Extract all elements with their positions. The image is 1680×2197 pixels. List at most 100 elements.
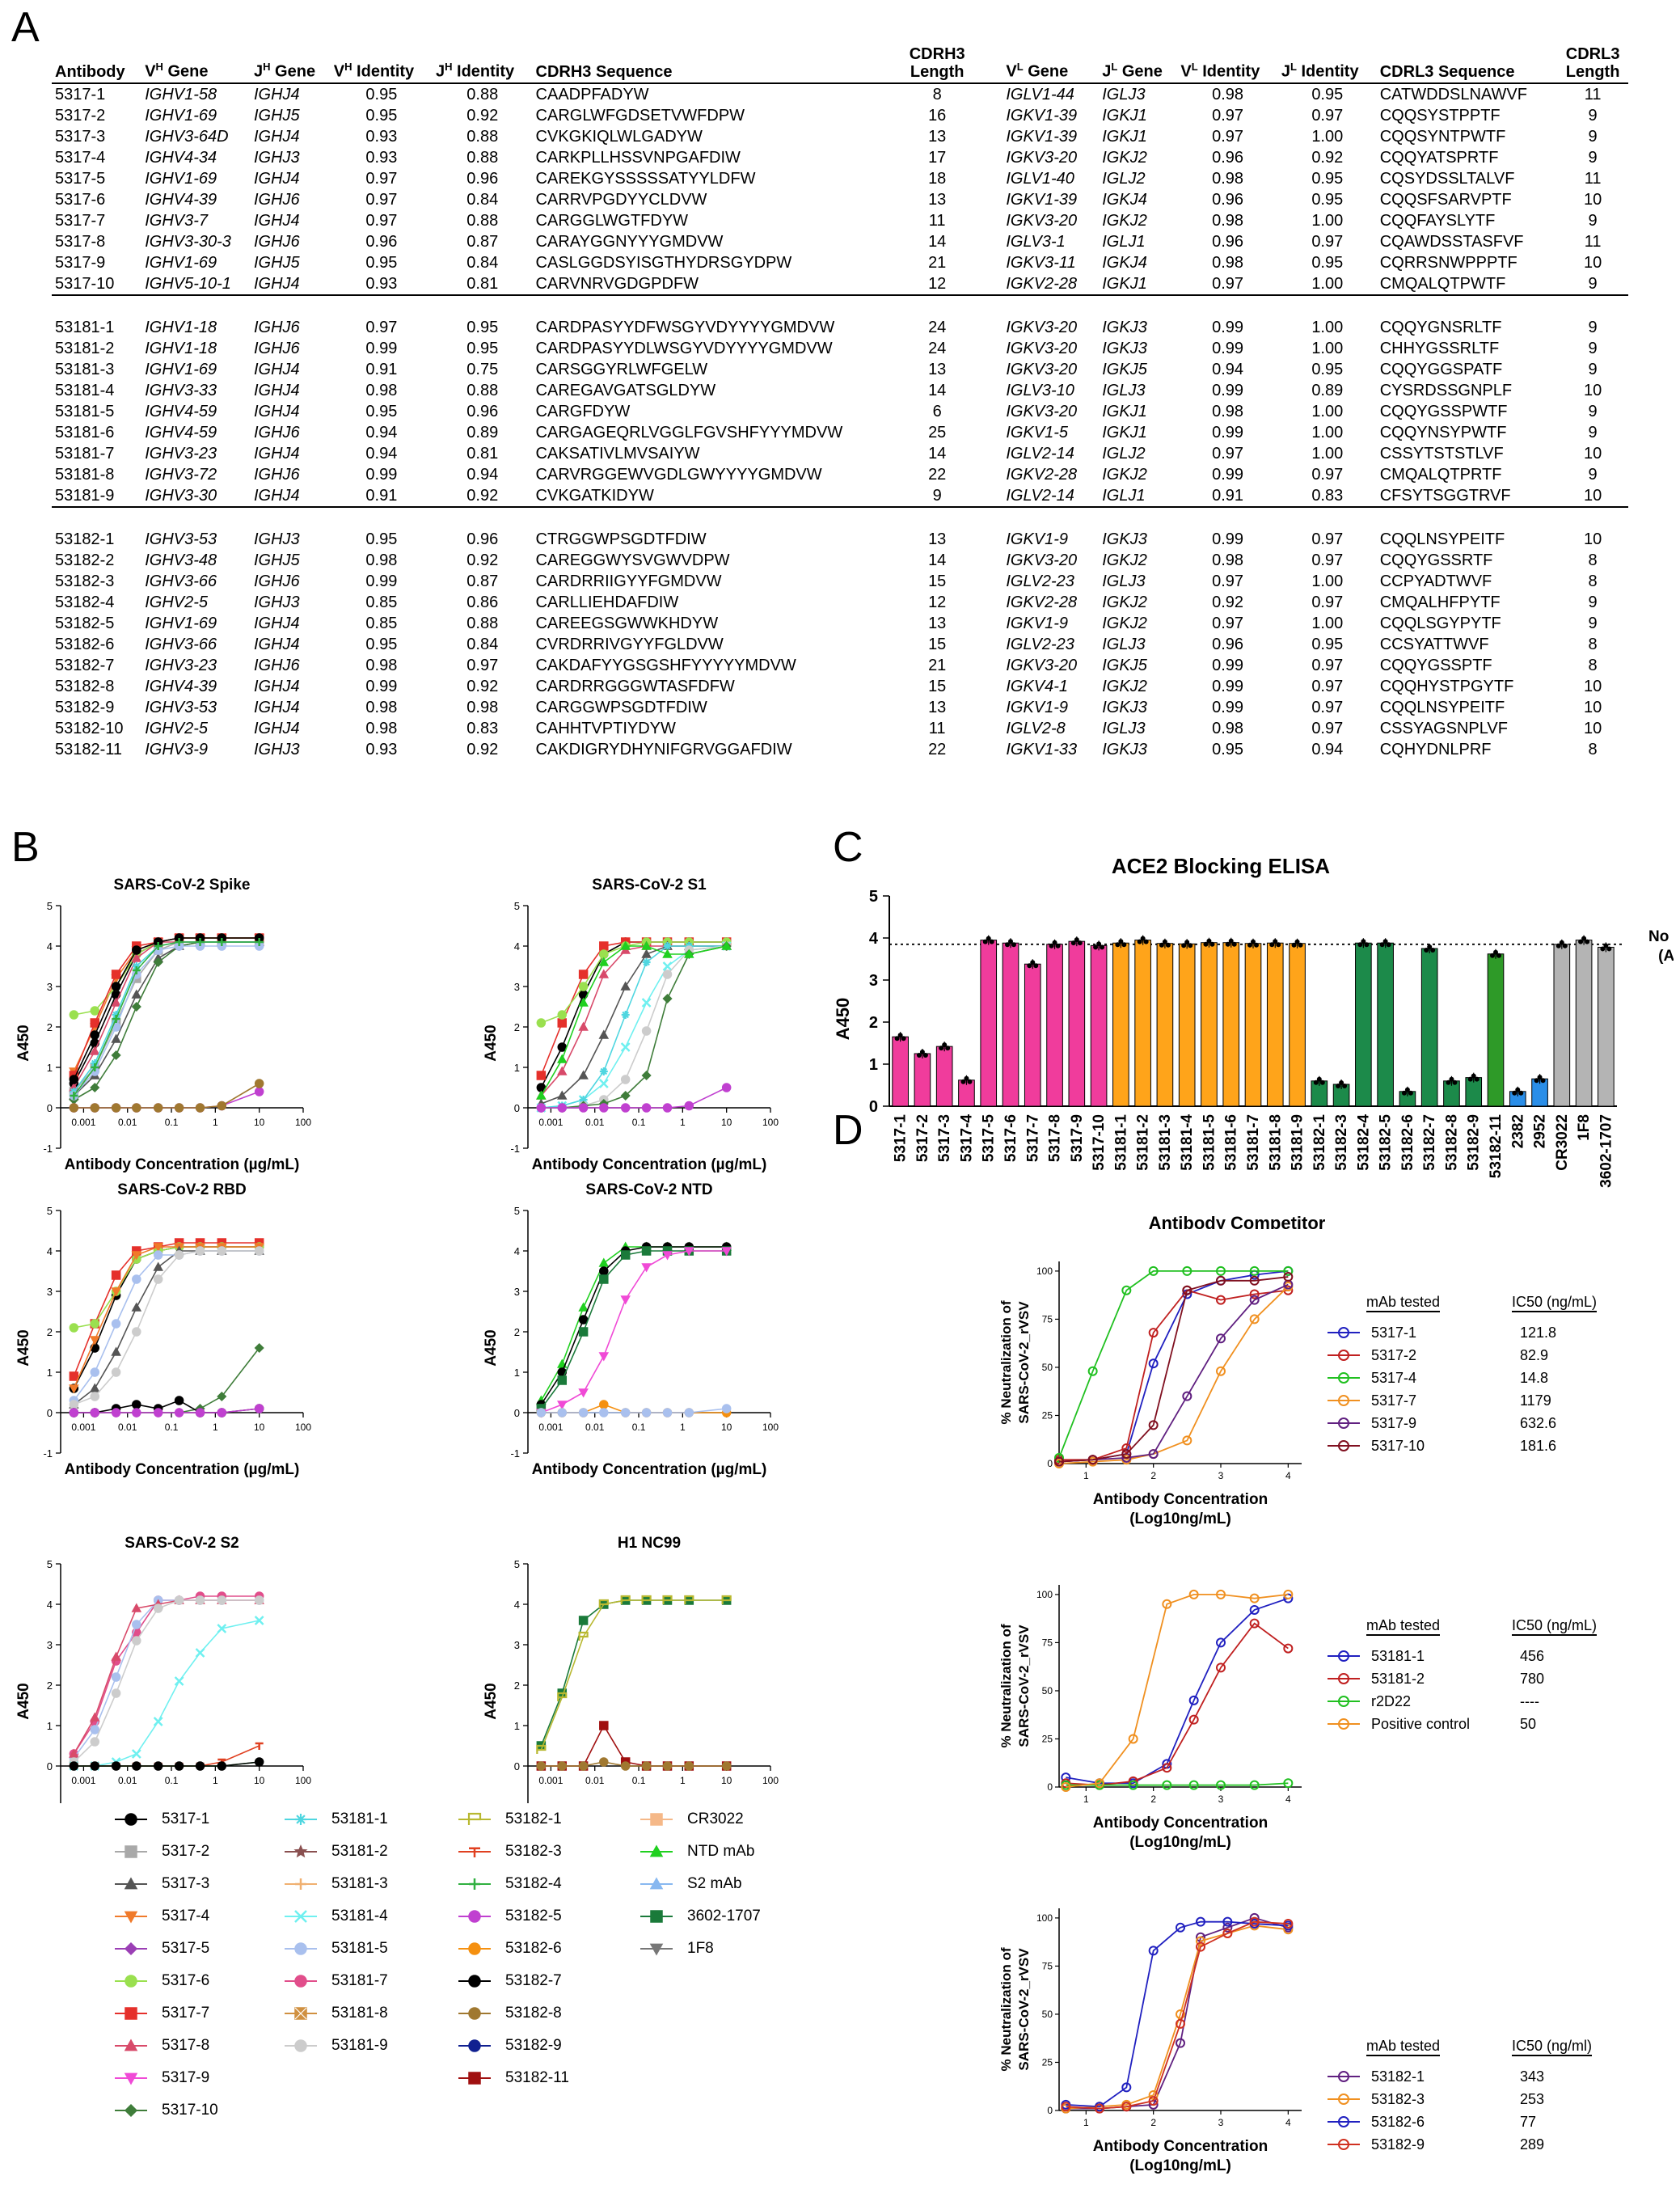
- series-line: [541, 945, 727, 1105]
- table-cell: CYSRDSSGNPLF: [1379, 382, 1513, 399]
- table-cell: 0.91: [330, 485, 433, 508]
- y-tick-label: 0: [47, 1760, 53, 1772]
- y-tick-label: 1: [47, 1720, 53, 1732]
- y-tick-label: 4: [47, 1599, 53, 1611]
- replicate-point: [1518, 1090, 1524, 1096]
- table-cell: 0.95: [365, 86, 398, 104]
- table-cell: 0.91: [1177, 485, 1278, 508]
- replicate-point: [1319, 1079, 1325, 1085]
- y-axis-label: % Neutralization of: [998, 1624, 1014, 1747]
- x-axis-label: Antibody Concentration (µg/mL): [65, 1156, 300, 1173]
- ic50-value: 289: [1520, 2136, 1545, 2153]
- series-3602-1707: [536, 1595, 732, 1751]
- table-cell: 10: [1583, 530, 1602, 548]
- table-cell: IGKV3-20: [1006, 212, 1078, 230]
- table-cell: 0.92: [466, 107, 499, 125]
- y-tick-label: 1: [47, 1367, 53, 1379]
- table-cell: CARGFDYW: [535, 403, 631, 420]
- table-cell: 0.97: [365, 319, 398, 336]
- y-tick-label: -1: [43, 1143, 53, 1155]
- data-point: [195, 1595, 205, 1605]
- data-point: [557, 1103, 568, 1113]
- data-point: [1054, 1452, 1064, 1463]
- table-cell: IGKJ5: [1102, 657, 1147, 674]
- data-point: [662, 1251, 673, 1261]
- bar-53181-2: [1134, 940, 1151, 1107]
- table-cell: CHHYGSSRLTF: [1379, 340, 1500, 357]
- table-cell: CAREGAVGATSGLDYW: [535, 382, 716, 399]
- table-row: 53181-5 IGHV4-59 IGHJ4 0.95 0.96 CARGFDYW 6 IGK…: [52, 401, 1628, 422]
- table-cell: 0.93: [330, 273, 433, 296]
- x-tick-label: 53182-4: [1355, 1114, 1372, 1171]
- x-tick-label: 1: [680, 1775, 686, 1786]
- table-cell: 0.97: [466, 657, 499, 674]
- legend-header-ic50: IC50 (ng/mL): [1512, 1294, 1598, 1312]
- fit-curve: [1058, 1283, 1289, 1463]
- replicate-point: [942, 1042, 948, 1048]
- y-tick-label: 25: [1042, 2056, 1053, 2068]
- x-axis-label: Antibody Concentration (µg/mL): [65, 1461, 300, 1478]
- table-cell: CCSYATTWVF: [1379, 636, 1489, 653]
- data-point: [1216, 1780, 1226, 1790]
- data-point: [1222, 1916, 1233, 1927]
- table-cell: 0.95: [365, 107, 398, 125]
- data-point: [598, 1352, 610, 1362]
- legend-item: 5317-2 82.9: [1326, 1344, 1649, 1367]
- replicate-point: [1555, 943, 1561, 949]
- data-point: [254, 1342, 264, 1354]
- table-cell: 0.95: [1311, 86, 1344, 104]
- table-row: 53182-6 IGHV3-66 IGHJ4 0.95 0.84 CVRDRRIVGYYF…: [52, 634, 1628, 655]
- data-point: [641, 1595, 652, 1604]
- legend-marker-icon: [285, 1975, 317, 1988]
- table-cell: 0.93: [365, 741, 398, 758]
- table-cell: 53182-10: [55, 720, 124, 737]
- x-tick-label: 53182-6: [1399, 1114, 1416, 1171]
- table-cell: IGHV4-34: [145, 149, 217, 167]
- legend-symbol: [1338, 1327, 1349, 1338]
- table-row: 5317-8 IGHV3-30-3 IGHJ6 0.96 0.87 CARAYGGNYYY…: [52, 231, 1628, 252]
- series-5317-1: [69, 1757, 264, 1771]
- legend-label: 5317-8: [162, 2037, 210, 2054]
- y-tick-label: 0: [514, 1102, 520, 1114]
- legend-marker-icon: [1328, 1718, 1360, 1730]
- table-cell: IGLV2-23: [1006, 636, 1074, 653]
- data-point: [132, 1636, 141, 1646]
- data-point: [620, 1761, 631, 1771]
- x-tick-label: 0.001: [71, 1117, 95, 1128]
- table-cell: 0.88: [466, 382, 499, 399]
- data-point: [131, 953, 142, 962]
- series-line: [73, 941, 260, 1092]
- legend-symbol: [1338, 1372, 1349, 1384]
- y-tick-label: 50: [1042, 1362, 1053, 1373]
- table-cell: 14: [928, 382, 947, 399]
- table-cell: CQQYGSSPTF: [1379, 657, 1492, 674]
- table-cell: CQSYDSSLTALVF: [1379, 170, 1515, 188]
- table-cell: IGLJ3: [1102, 636, 1146, 653]
- data-point: [641, 1263, 652, 1273]
- col-jl-gene: JL Gene: [1099, 45, 1178, 84]
- data-point: [89, 1712, 100, 1722]
- chart-B1: SARS-CoV-2 Spike -1 0 1 2 3 4 5 0.001 0.01 0.1 1 10 1…: [15, 877, 311, 1173]
- table-cell: 53181-9: [52, 485, 142, 508]
- data-point: [90, 1761, 100, 1771]
- table-cell: 13: [928, 191, 947, 209]
- table-cell: CQQYGNSRLTF: [1379, 319, 1502, 336]
- y-axis-label: SARS-CoV-2_rVSV: [1016, 1625, 1032, 1747]
- data-point: [598, 1599, 609, 1608]
- data-point: [1216, 1663, 1226, 1673]
- spacer-cell: [433, 507, 533, 529]
- x-tick-label: 2952: [1532, 1114, 1549, 1148]
- table-cell: 9: [1588, 466, 1598, 484]
- series-line: [74, 1246, 260, 1329]
- replicate-point: [1540, 1078, 1546, 1084]
- ic50-value: 456: [1520, 1648, 1545, 1664]
- y-tick-label: -1: [510, 1447, 520, 1460]
- series-53182-8: [69, 1079, 264, 1113]
- table-cell: CQHYDNLPRF: [1379, 741, 1492, 758]
- table-cell: CARSGGYRLWFGELW: [535, 361, 708, 378]
- x-tick-label: 5317-9: [1069, 1114, 1086, 1162]
- data-point: [556, 1401, 568, 1410]
- legend-marker-icon: [285, 2039, 317, 2052]
- x-tick-label: 53182-11: [1488, 1114, 1505, 1179]
- data-point: [641, 940, 652, 950]
